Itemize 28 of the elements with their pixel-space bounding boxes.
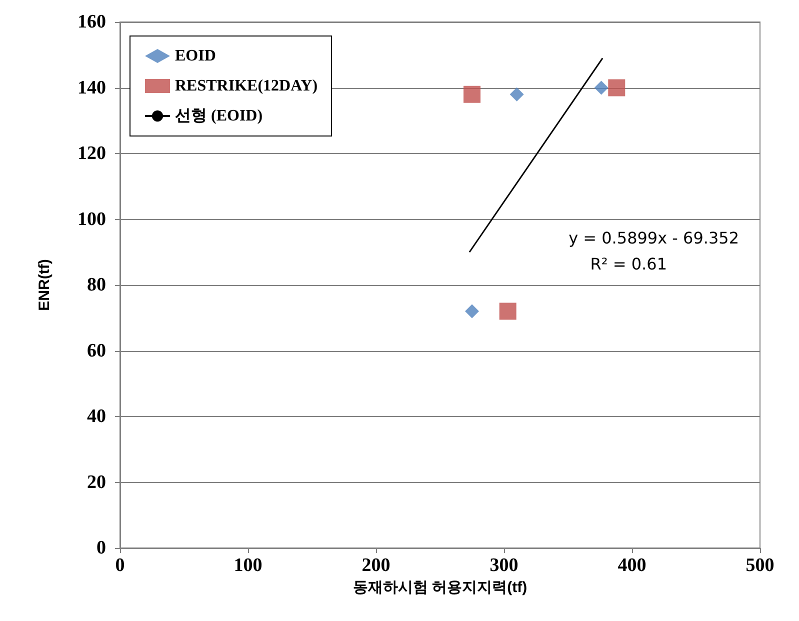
- point: [594, 80, 608, 95]
- y-tick-label: 20: [87, 472, 106, 493]
- legend-label: RESTRIKE(12DAY): [175, 78, 318, 94]
- point: [499, 302, 516, 320]
- y-tick-label: 100: [78, 208, 106, 230]
- point: [510, 87, 524, 102]
- legend-label: EOID: [175, 48, 216, 64]
- y-tick-label: 80: [87, 274, 106, 296]
- y-tick-label: 160: [78, 12, 106, 32]
- x-tick-label: 0: [115, 555, 125, 576]
- point: [608, 79, 626, 96]
- x-tick-label: 400: [618, 555, 646, 576]
- x-tick-label: 100: [234, 555, 262, 576]
- y-tick-label: 60: [87, 340, 106, 362]
- x-axis-title: 동재하시험 허용지지력(tf): [352, 578, 528, 596]
- y-tick-label: 40: [87, 406, 106, 427]
- x-tick-label: 500: [746, 555, 774, 576]
- x-tick-label: 300: [490, 555, 518, 576]
- annotation: R² = 0.61: [590, 254, 667, 274]
- legend-label: 선형 (EOID): [175, 108, 263, 124]
- point: [465, 304, 479, 318]
- y-tick-label: 140: [78, 77, 106, 98]
- y-tick-label: 0: [96, 538, 106, 558]
- y-axis-title: ENR(tf): [36, 259, 53, 311]
- annotation: y = 0.5899x - 69.352: [568, 228, 740, 248]
- x-tick-label: 200: [362, 555, 390, 576]
- point: [464, 86, 480, 103]
- y-tick-label: 120: [78, 143, 106, 164]
